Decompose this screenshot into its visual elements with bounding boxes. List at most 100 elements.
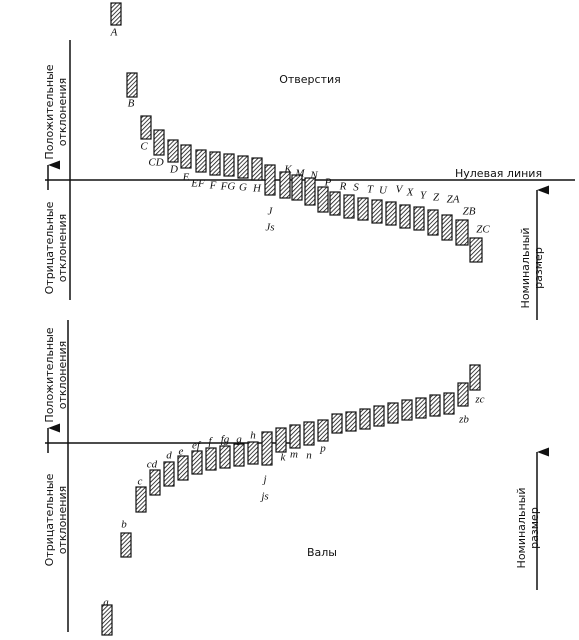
holes-title: Отверстия — [279, 73, 341, 86]
shaft-label: m — [290, 449, 298, 461]
shaft-label: p — [319, 443, 326, 455]
tolerance-zone — [180, 144, 192, 169]
shaft-label: c — [138, 476, 143, 488]
tolerance-zone — [469, 364, 481, 391]
tolerance-zone — [191, 450, 203, 475]
tolerance-zone — [385, 201, 397, 226]
tolerance-zone — [469, 237, 483, 263]
tolerance-zone — [331, 413, 343, 434]
tolerance-zone — [443, 392, 455, 415]
tolerance-zone — [289, 424, 301, 449]
tolerance-zone — [317, 186, 329, 213]
tolerance-zone — [329, 191, 341, 216]
axis-label: Отрицательные — [43, 473, 56, 566]
hole-label: D — [169, 164, 178, 176]
tolerance-zone — [101, 604, 113, 636]
tolerance-zone — [455, 219, 469, 246]
axis-label: отклонения — [56, 214, 69, 282]
shaft-label: ef — [192, 440, 202, 452]
tolerance-zone — [177, 455, 189, 481]
hole-label: U — [379, 185, 388, 197]
hole-label: ZC — [476, 224, 490, 236]
tolerance-zone — [413, 206, 425, 231]
shaft-label: zb — [458, 414, 469, 426]
tolerance-zone — [291, 174, 303, 201]
hole-label: A — [110, 27, 118, 39]
tolerance-zone — [219, 445, 231, 469]
axis-label: Номинальный — [515, 488, 528, 569]
shaft-label: js — [259, 491, 268, 503]
hole-label: S — [353, 182, 359, 194]
hole-label: E — [182, 172, 190, 184]
zero-line-label: Нулевая линия — [455, 167, 542, 180]
tolerance-zone — [251, 157, 263, 181]
hole-label: B — [128, 98, 135, 110]
tolerance-zone — [110, 2, 122, 26]
hole-label: FG — [220, 181, 236, 193]
tolerance-zone — [205, 447, 217, 471]
axis-label: размер — [528, 507, 541, 549]
axis-label: размер — [532, 247, 545, 289]
hole-label: Z — [433, 192, 440, 204]
tolerance-zone — [303, 421, 315, 446]
tolerance-zone — [441, 214, 453, 241]
tolerance-zone — [343, 194, 355, 219]
tolerance-zone — [264, 164, 276, 196]
tolerance-zone — [427, 209, 439, 236]
axis-label: отклонения — [56, 486, 69, 554]
hole-label: Y — [420, 190, 428, 202]
shaft-label: e — [179, 446, 184, 458]
shaft-label: fg — [221, 434, 230, 446]
tolerance-zone — [120, 532, 132, 558]
axis-label: отклонения — [56, 341, 69, 409]
hole-label: R — [339, 181, 347, 193]
axis-label: Отрицательные — [43, 201, 56, 294]
hole-label: H — [252, 183, 262, 195]
shaft-label: n — [306, 450, 312, 462]
shafts-title: Валы — [307, 546, 337, 559]
hole-label: CD — [148, 157, 163, 169]
tolerance-zone — [233, 443, 245, 467]
shaft-label: j — [261, 474, 266, 486]
tolerance-zone — [223, 153, 235, 177]
axis-label: Положительные — [43, 327, 56, 422]
tolerance-zone — [153, 129, 165, 156]
axis-label: Номинальный — [519, 228, 532, 309]
tolerance-zone — [163, 461, 175, 487]
axis-label: Положительные — [43, 64, 56, 159]
hole-label: EF — [190, 178, 205, 190]
tolerance-zone — [317, 419, 329, 442]
tolerance-zone — [371, 199, 383, 224]
tolerance-zone — [345, 411, 357, 432]
hole-label: K — [283, 164, 292, 176]
tolerance-zone — [387, 402, 399, 424]
hole-label: G — [239, 182, 247, 194]
tolerance-zone — [373, 405, 385, 427]
hole-label: N — [309, 170, 318, 182]
shaft-label: g — [236, 434, 242, 446]
axis-label: отклонения — [56, 78, 69, 146]
tolerance-zone — [126, 72, 138, 98]
shaft-label: cd — [147, 459, 158, 471]
hole-label: T — [367, 184, 374, 196]
shaft-label: d — [166, 450, 172, 462]
tolerance-zone — [149, 469, 161, 496]
tolerance-zone — [209, 151, 221, 176]
tolerance-zone — [457, 382, 469, 407]
shaft-label: a — [103, 597, 109, 609]
shaft-label: zc — [474, 394, 484, 406]
hole-label: C — [140, 141, 148, 153]
tolerance-zone — [415, 397, 427, 419]
tolerance-zone — [167, 139, 179, 163]
hole-label: Js — [265, 222, 274, 234]
tolerance-zone — [140, 115, 152, 140]
tolerance-zone — [304, 177, 316, 206]
tolerance-zone — [195, 149, 207, 173]
tolerance-zone — [135, 486, 147, 513]
tolerance-zone — [275, 427, 287, 453]
tolerance-zone — [357, 197, 369, 221]
hole-label: M — [294, 168, 305, 180]
tolerance-zone — [237, 155, 249, 179]
hole-label: P — [324, 177, 332, 189]
